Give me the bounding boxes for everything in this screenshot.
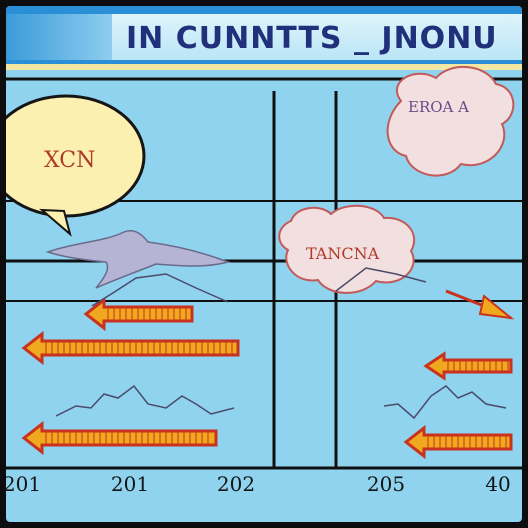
x-tick-label: 201 xyxy=(6,472,42,496)
x-tick-label: 202 xyxy=(216,472,256,496)
x-tick-label: 40 xyxy=(485,472,511,496)
annotation-right: EROA A xyxy=(408,98,469,116)
series-line xyxy=(91,273,229,307)
shark-shape xyxy=(45,230,231,289)
arrow-bar xyxy=(21,330,240,366)
diagonal-arrow-head xyxy=(478,294,515,320)
title-banner-stripe xyxy=(6,14,112,60)
series-line xyxy=(55,384,235,417)
arrow-bar xyxy=(423,351,513,381)
title-underline-band xyxy=(6,64,522,70)
chart-marks xyxy=(21,267,515,460)
chart-frame: IN CUNNTTS _ JNONU XCN EROA A TANCNA 201… xyxy=(6,6,522,522)
chart-title: IN CUNNTTS _ JNONU xyxy=(126,21,498,56)
chart-canvas xyxy=(6,65,522,470)
annotation-center: TANCNA xyxy=(306,244,380,263)
arrow-bar xyxy=(21,420,218,456)
cloud-bubble-right xyxy=(386,65,515,177)
speech-bubble-left-tail xyxy=(39,208,72,237)
x-tick-label: 205 xyxy=(366,472,406,496)
series-line xyxy=(335,267,427,292)
arrow-bar xyxy=(83,296,194,332)
x-tick-label: 201 xyxy=(110,472,150,496)
series-line xyxy=(383,385,507,420)
annotation-left: XCN xyxy=(44,148,96,173)
